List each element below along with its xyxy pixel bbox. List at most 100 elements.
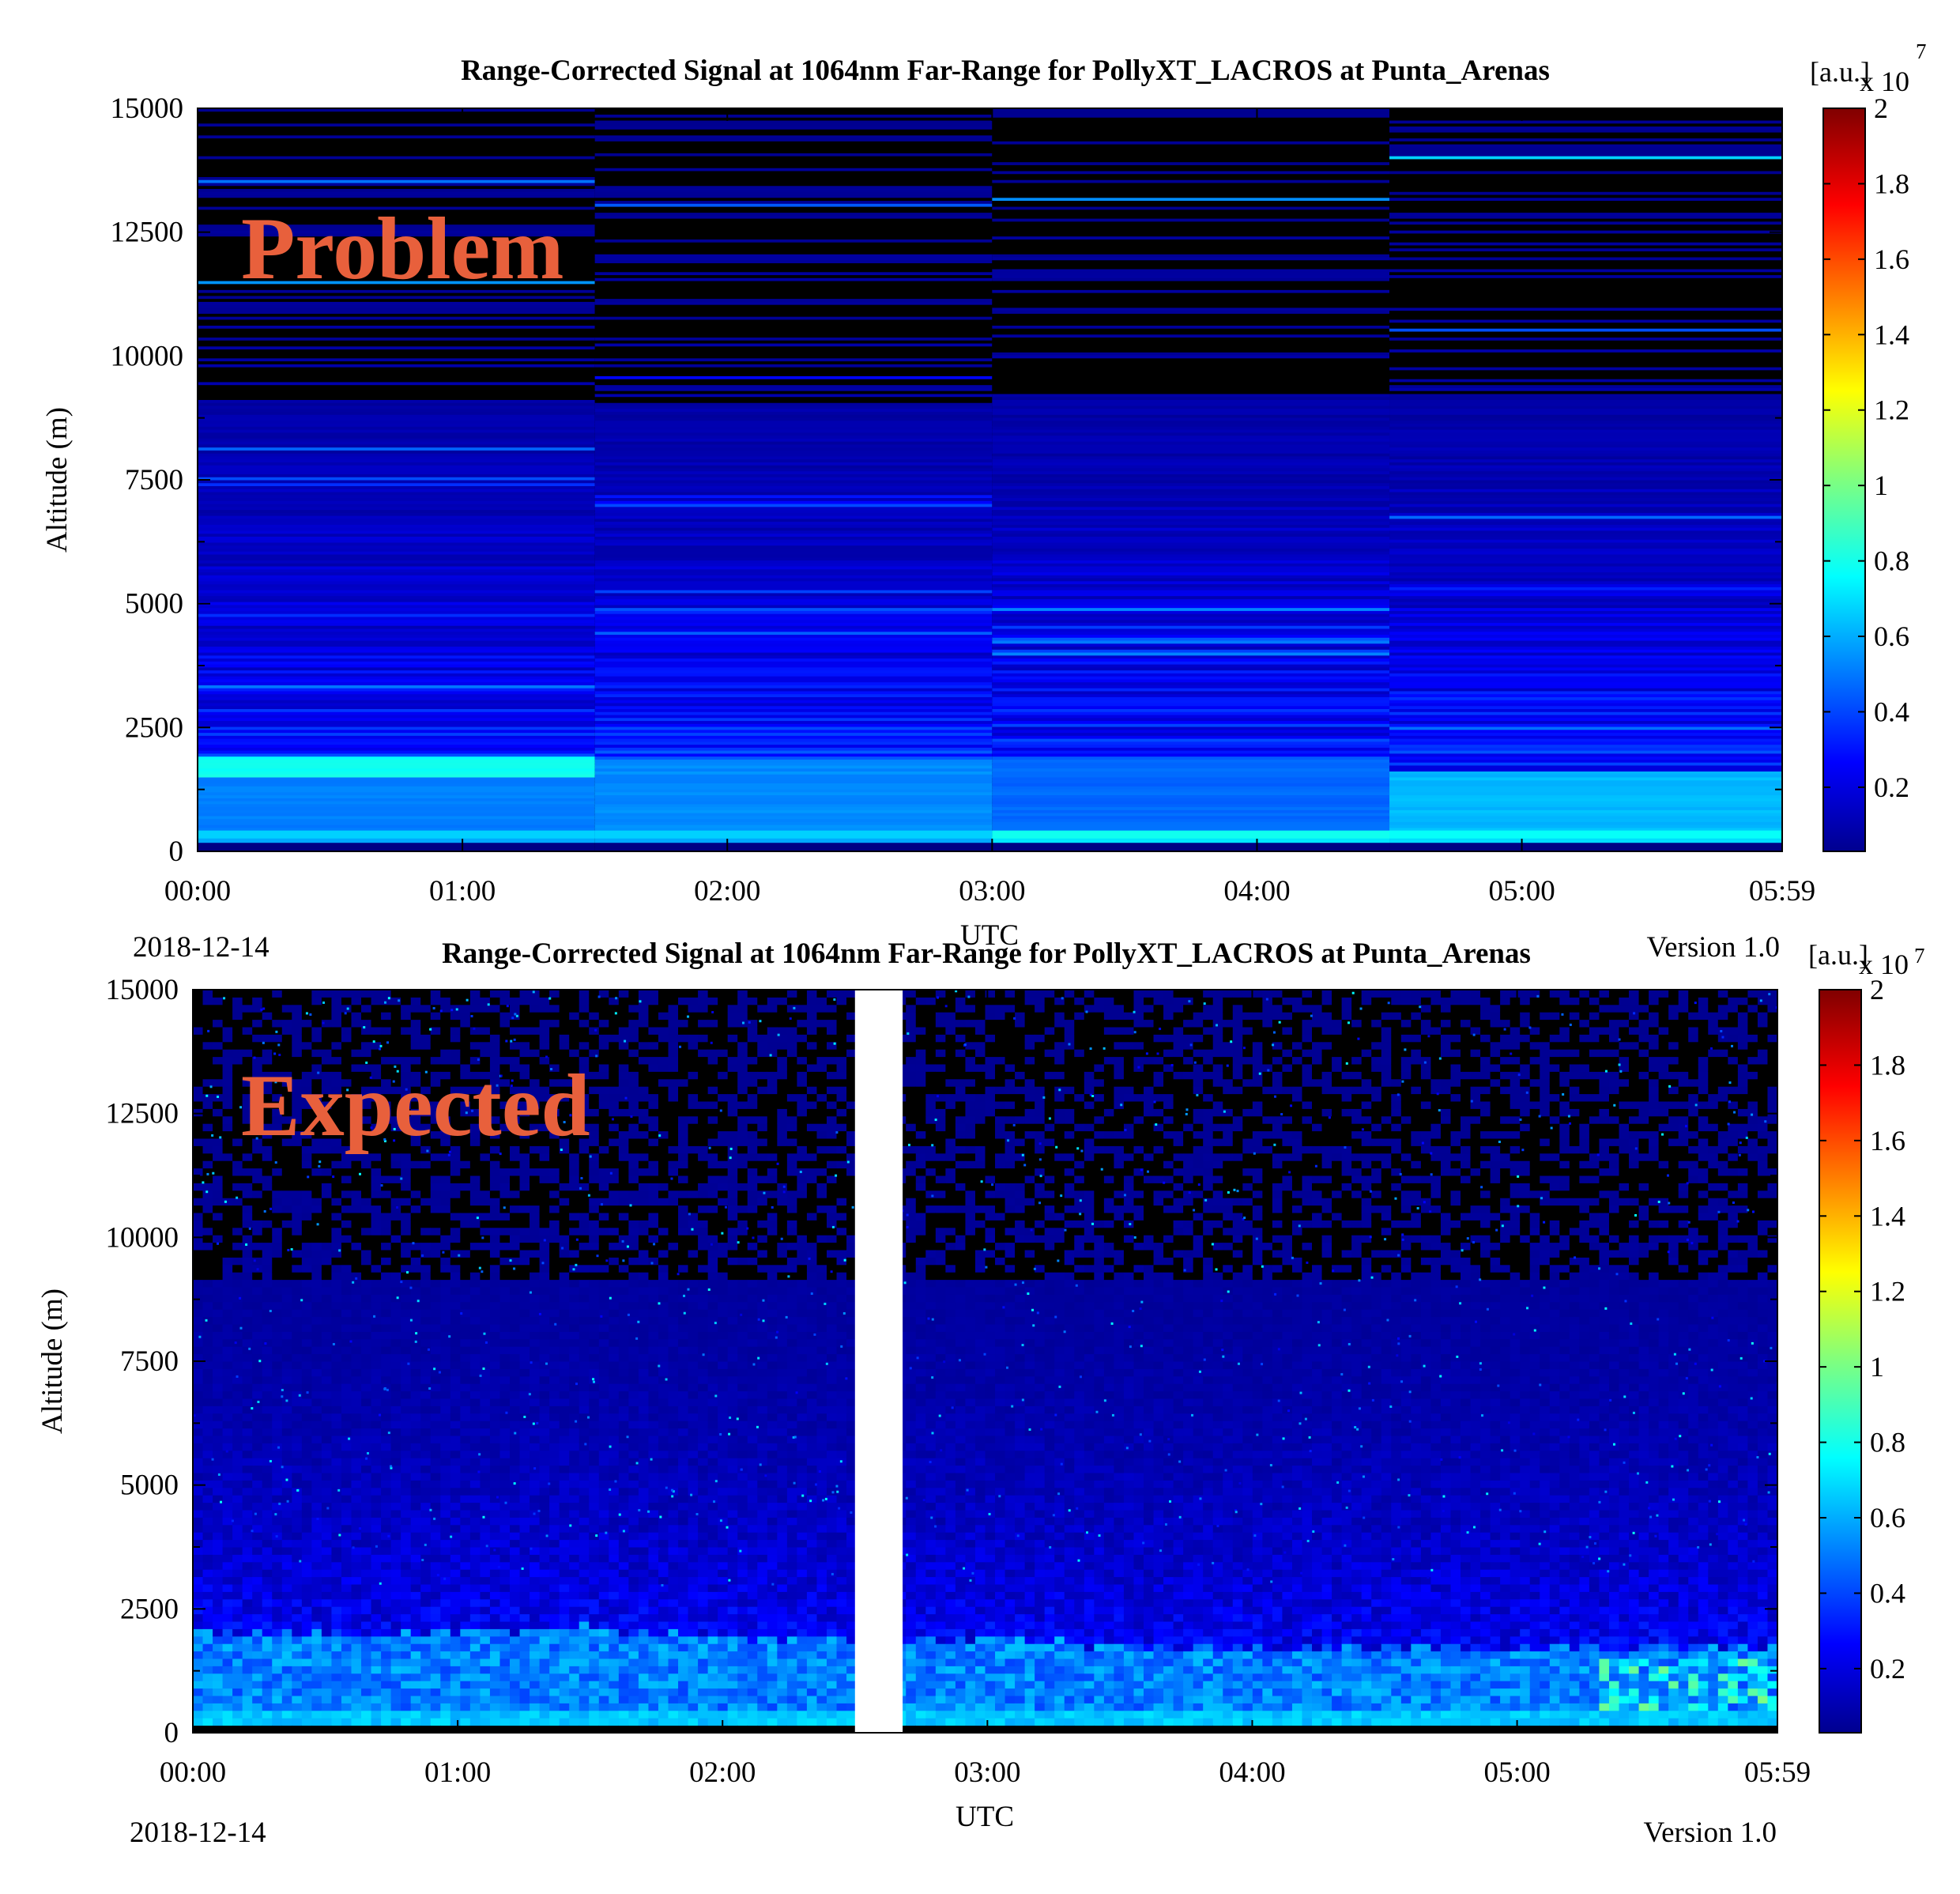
heatmap-cell [301,1004,312,1013]
heatmap-cell [499,1710,511,1719]
heatmap-cell [510,1272,521,1281]
heatmap-cell [549,1205,560,1213]
heatmap-cell [242,1361,253,1369]
heatmap-cell [242,1353,253,1362]
heatmap-cell [301,1027,312,1035]
heatmap-cell [1389,236,1782,240]
heatmap-cell [198,646,595,650]
heatmap-cell [559,1718,570,1726]
heatmap-cell [351,1361,362,1369]
heatmap-cell [440,1175,451,1183]
heatmap-cell [232,1554,243,1563]
heatmap-cell [311,1436,322,1443]
heatmap-cell [242,1078,253,1087]
heatmap-cell [262,1584,273,1592]
heatmap-cell [381,1613,392,1622]
heatmap-cell [281,1205,292,1213]
heatmap-cell [252,1681,263,1689]
heatmap-cell [213,1398,224,1406]
heatmap-cell [440,1115,451,1124]
heatmap-cell [1389,708,1782,712]
heatmap-cell [1389,432,1782,436]
heatmap-cell [198,161,595,165]
heatmap-cell [272,1168,283,1176]
heatmap-cell [361,1145,372,1154]
heatmap-cell [499,1725,511,1733]
heatmap-cell [213,1465,224,1473]
heatmap-cell [198,575,595,579]
heatmap-cell [549,1338,560,1347]
heatmap-cell [1389,649,1782,653]
heatmap-cell [992,735,1390,739]
heatmap-cell [331,1190,342,1198]
heatmap-cell [292,1710,303,1719]
heatmap-cell [252,1413,263,1421]
heatmap-cell [539,1375,550,1384]
heatmap-cell [440,1681,451,1689]
heatmap-cell [450,1338,461,1347]
heatmap-cell [232,1316,243,1325]
heatmap-cell [440,1361,451,1369]
heatmap-cell [469,1115,481,1124]
heatmap-cell [331,1413,342,1421]
heatmap-cell [430,1539,441,1548]
heatmap-cell [489,1324,500,1332]
heatmap-cell [594,183,993,187]
heatmap-cell [222,1673,233,1681]
heatmap-cell [594,700,993,704]
heatmap-cell [469,1056,481,1065]
heatmap-cell [193,1673,204,1681]
heatmap-cell [202,1078,213,1087]
heatmap-cell [311,1160,322,1169]
heatmap-cell [301,1115,312,1124]
heatmap-cell [202,1145,213,1154]
heatmap-cell [202,1220,213,1228]
heatmap-cell [1389,408,1782,413]
heatmap-cell [301,1636,312,1644]
heatmap-cell [232,1078,243,1087]
heatmap-cell [321,1532,332,1541]
heatmap-cell [519,1101,530,1109]
heatmap-cell [252,1316,263,1325]
heatmap-cell [440,1450,451,1458]
heatmap-cell [262,1198,273,1206]
profile-column [262,990,273,1733]
heatmap-cell [480,1368,491,1377]
heatmap-cell [1389,791,1782,796]
heatmap-cell [489,1316,500,1325]
heatmap-cell [594,628,993,632]
heatmap-cell [539,1405,550,1414]
heatmap-cell [499,1502,511,1511]
heatmap-cell [410,1235,421,1243]
heatmap-cell [410,1718,421,1726]
heatmap-cell [594,149,993,153]
heatmap-cell [992,188,1390,192]
heatmap-cell [410,1183,421,1191]
heatmap-cell [1389,539,1782,543]
heatmap-cell [361,1227,372,1236]
heatmap-cell [281,1041,292,1050]
heatmap-cell [1389,818,1782,822]
heatmap-cell [539,1710,550,1719]
heatmap-cell [549,1027,560,1035]
heatmap-cell [361,1279,372,1288]
heatmap-cell [198,387,595,391]
heatmap-cell [539,1591,550,1600]
heatmap-cell [559,1130,570,1139]
heatmap-cell [530,1294,541,1303]
heatmap-cell [450,1561,461,1570]
heatmap-cell [272,1264,283,1273]
heatmap-cell [1389,277,1782,281]
heatmap-cell [390,1643,401,1652]
heatmap-cell [440,1413,451,1421]
heatmap-cell [519,1517,530,1526]
heatmap-cell [202,1480,213,1488]
heatmap-cell [202,1681,213,1689]
heatmap-cell [489,1487,500,1496]
heatmap-cell [262,1718,273,1726]
heatmap-cell [252,1725,263,1733]
heatmap-cell [252,1019,263,1028]
heatmap-cell [301,1130,312,1139]
heatmap-cell [489,1539,500,1548]
heatmap-cell [232,1524,243,1533]
